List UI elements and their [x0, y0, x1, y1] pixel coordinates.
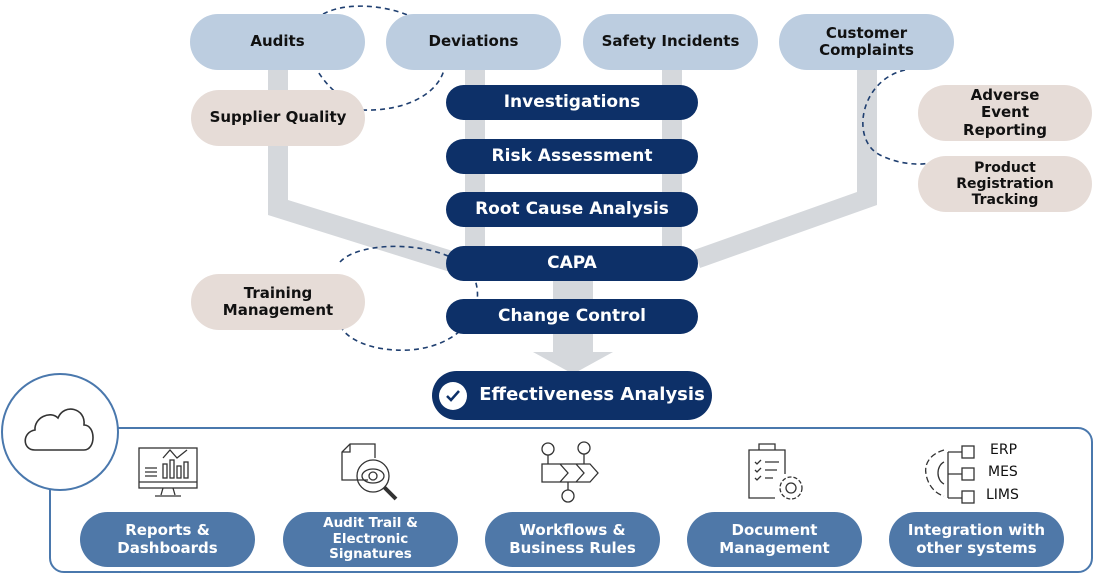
cloud-circle — [1, 373, 119, 491]
module-reports-dashboards: Reports & Dashboards — [80, 512, 255, 567]
step-capa: CAPA — [446, 246, 698, 281]
step-risk-assessment: Risk Assessment — [446, 139, 698, 174]
dashed-links — [307, 5, 931, 351]
system-lims: LIMS — [986, 487, 1019, 503]
module-workflows: Workflows & Business Rules — [485, 512, 660, 567]
system-mes: MES — [988, 464, 1018, 480]
source-customer-complaints: Customer Complaints — [779, 14, 954, 70]
product-registration-tracking: Product Registration Tracking — [918, 156, 1092, 212]
monitor-chart-icon — [138, 447, 198, 497]
effectiveness-label: Effectiveness Analysis — [479, 384, 705, 406]
effectiveness-analysis: Effectiveness Analysis — [432, 371, 712, 420]
source-audits: Audits — [190, 14, 365, 70]
module-integration: Integration with other systems — [889, 512, 1064, 567]
gear-systems-icon — [924, 445, 975, 504]
step-investigations: Investigations — [446, 85, 698, 120]
source-deviations: Deviations — [386, 14, 561, 70]
check-circle-icon — [439, 381, 468, 410]
source-safety-incidents: Safety Incidents — [583, 14, 758, 70]
module-document-management: Document Management — [687, 512, 862, 567]
training-management: Training Management — [191, 274, 365, 330]
module-audit-trail: Audit Trail & Electronic Signatures — [283, 512, 458, 567]
supplier-quality: Supplier Quality — [191, 90, 365, 146]
cloud-icon — [24, 408, 94, 451]
platform-frame — [49, 427, 1093, 573]
adverse-event-reporting: Adverse Event Reporting — [918, 85, 1092, 141]
workflow-chevrons-icon — [541, 441, 599, 503]
document-magnifier-eye-icon — [341, 443, 398, 501]
step-change-control: Change Control — [446, 299, 698, 334]
step-root-cause-analysis: Root Cause Analysis — [446, 192, 698, 227]
clipboard-gear-icon — [748, 443, 803, 500]
system-erp: ERP — [990, 442, 1018, 458]
